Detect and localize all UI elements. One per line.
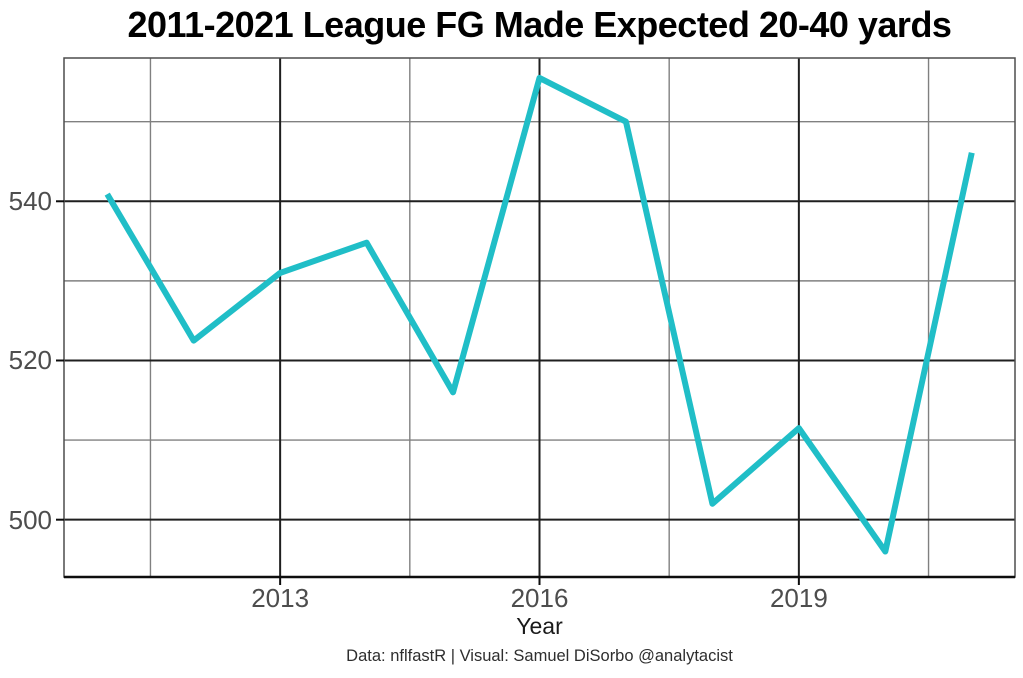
chart-title: 2011-2021 League FG Made Expected 20-40 …: [127, 4, 952, 45]
y-tick-label: 520: [8, 345, 52, 376]
x-tick-label: 2019: [769, 583, 828, 613]
x-tick-label: 2016: [510, 583, 569, 613]
x-axis-title: Year: [516, 613, 563, 639]
y-tick-label: 500: [8, 504, 52, 535]
chart-caption: Data: nflfastR | Visual: Samuel DiSorbo …: [346, 647, 733, 665]
x-tick-label: 2013: [251, 583, 310, 613]
y-tick-label: 540: [8, 186, 52, 217]
fg-expected-line: [104, 74, 975, 555]
